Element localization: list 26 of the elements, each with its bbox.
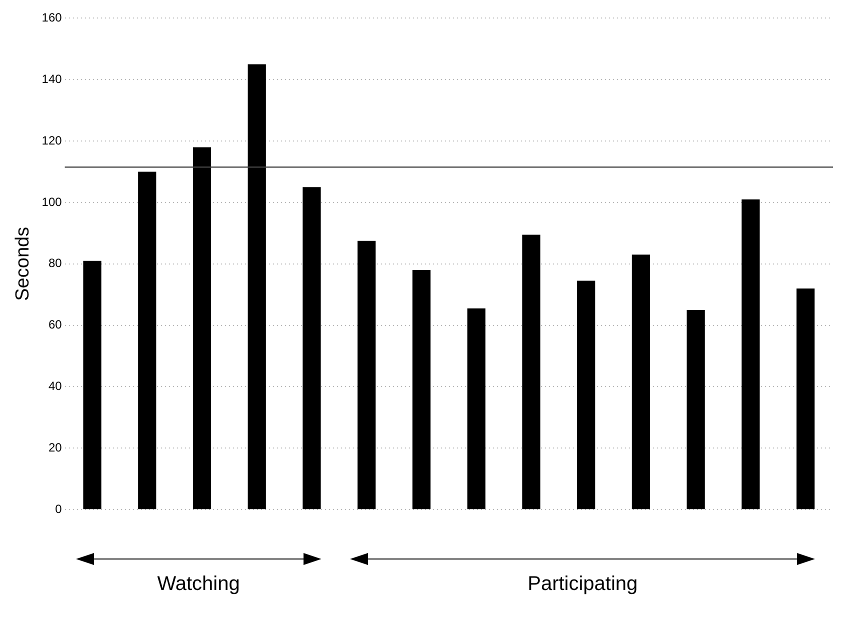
text: Watching: [156, 573, 241, 596]
y-tick-label: 60: [48, 318, 62, 332]
y-tick-label: 140: [42, 72, 62, 86]
bar: [686, 310, 705, 510]
y-tick-label: 120: [42, 133, 62, 148]
bar: [796, 288, 815, 510]
bar: [632, 254, 650, 510]
bar: [358, 240, 376, 510]
y-tick-label: 160: [42, 10, 62, 25]
y-tick-label: 40: [48, 379, 62, 394]
y-tick-label: 80: [48, 256, 62, 270]
bar: [577, 280, 596, 510]
bar: [412, 270, 431, 510]
bar: [192, 147, 212, 510]
bar: [742, 199, 760, 510]
bar: [302, 187, 321, 510]
y-tick-label: 0: [55, 502, 62, 516]
bar: [248, 64, 266, 510]
bar: [83, 260, 102, 510]
bar: [138, 172, 156, 510]
y-tick-label: 100: [42, 194, 62, 209]
text: Participating: [526, 573, 639, 596]
y-tick-label: 20: [48, 440, 62, 454]
y-axis-title: Seconds: [12, 226, 34, 301]
bar: [522, 234, 540, 510]
bar: [467, 308, 486, 510]
